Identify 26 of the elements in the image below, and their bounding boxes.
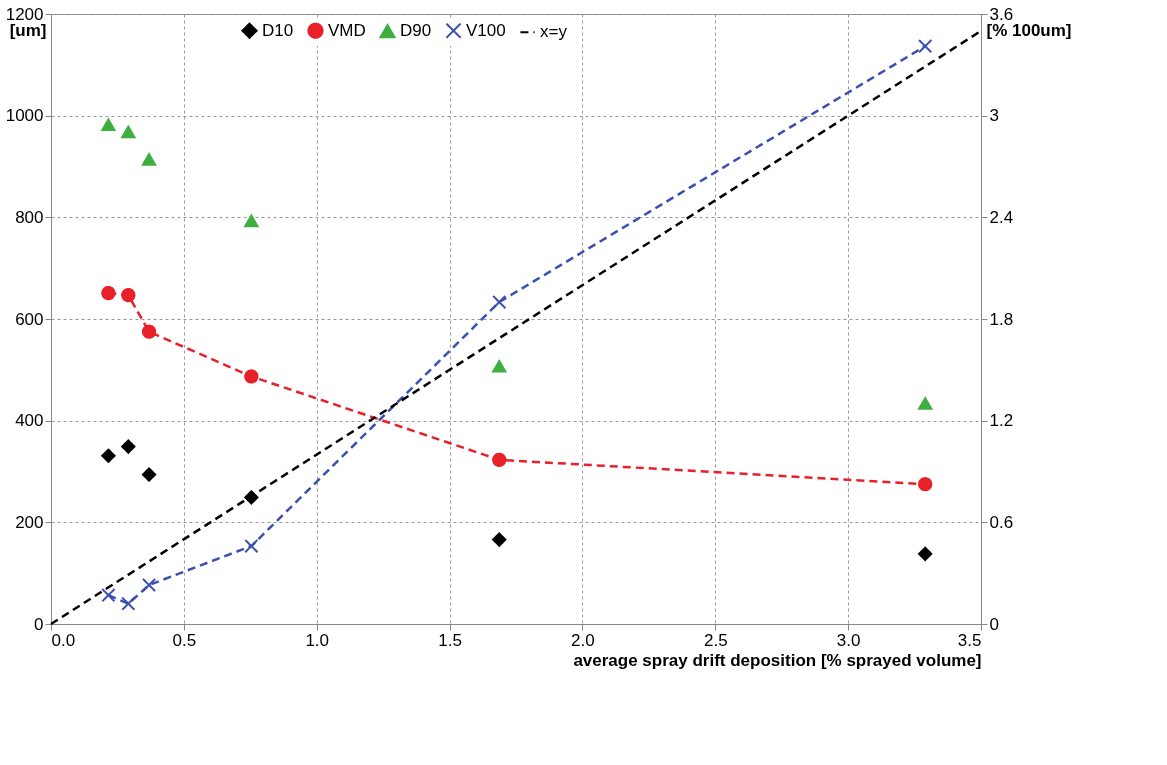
legend-label: D90 bbox=[400, 21, 432, 41]
y-tick-label: 800 bbox=[15, 207, 44, 227]
legend-label: V100 bbox=[466, 20, 506, 40]
x-tick-label: 1.5 bbox=[438, 630, 462, 650]
y2-tick-label: 0 bbox=[989, 614, 999, 634]
y2-tick-label: 0.6 bbox=[989, 512, 1014, 532]
x-tick-label: 0.0 bbox=[51, 630, 76, 650]
x-tick-label: 2.5 bbox=[703, 630, 728, 650]
legend-label: D10 bbox=[262, 20, 294, 40]
x-tick-label: 3.0 bbox=[836, 630, 861, 650]
y-tick-label: 600 bbox=[15, 309, 44, 329]
y2-tick-label: 3 bbox=[989, 106, 999, 126]
legend-label: VMD bbox=[328, 20, 366, 40]
y2-tick-label: 1.2 bbox=[989, 411, 1014, 431]
x-tick-label: 2.0 bbox=[571, 630, 595, 650]
y-tick-label: 400 bbox=[15, 411, 44, 431]
x-tick-label: 0.5 bbox=[172, 630, 197, 650]
y-tick-label: 0 bbox=[34, 614, 44, 634]
x-tick-label: 3.5 bbox=[957, 630, 982, 650]
x-tick-label: 1.0 bbox=[305, 630, 330, 650]
y-tick-label: 200 bbox=[15, 512, 44, 532]
y2-tick-label: 1.8 bbox=[989, 309, 1014, 329]
x-axis-title: average spray drift deposition [% sprayed volume] bbox=[573, 650, 982, 670]
y2-tick-label: 2.4 bbox=[989, 207, 1014, 227]
legend-label: x=y bbox=[540, 22, 568, 42]
y-tick-label: 1000 bbox=[5, 106, 44, 126]
